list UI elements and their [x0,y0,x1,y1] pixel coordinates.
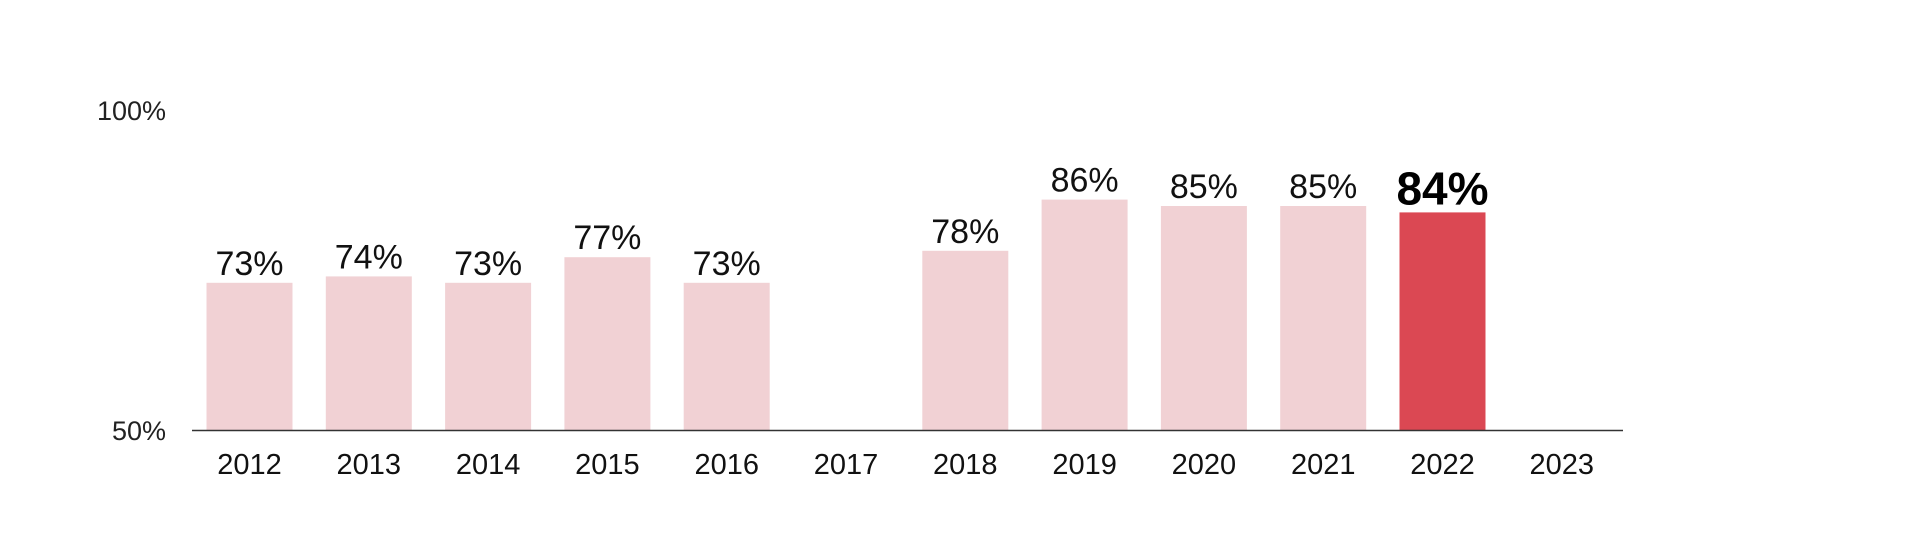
bar-2012 [206,282,293,430]
bar-2016 [683,282,770,430]
value-label-2015: 77% [573,219,641,257]
value-label-2014: 73% [454,245,522,283]
category-label-2016: 2016 [694,449,759,481]
value-label-2013: 74% [335,238,403,276]
value-label-2018: 78% [931,213,999,251]
category-label-2018: 2018 [933,449,998,481]
value-label-2012: 73% [215,245,283,283]
value-labels-group: 73% 74% 73% 77% 73% 78% 86% 85% 85% 84% [215,162,1488,283]
bar-2014 [445,282,532,430]
bar-2022 [1399,212,1486,430]
bars-group [206,199,1486,430]
y-tick-label: 50% [112,416,166,446]
bar-2021 [1280,206,1367,430]
category-label-2019: 2019 [1052,449,1117,481]
value-label-2016: 73% [693,245,761,283]
category-label-2017: 2017 [814,449,879,481]
category-labels-group: 2012 2013 2014 2015 2016 2017 2018 2019 2020 2021… [217,449,1594,481]
value-label-2020: 85% [1170,168,1238,206]
category-label-2023: 2023 [1530,449,1595,481]
value-label-2021: 85% [1289,168,1357,206]
bar-2020 [1160,206,1247,430]
category-label-2015: 2015 [575,449,640,481]
category-label-2020: 2020 [1172,449,1237,481]
bar-2013 [325,276,412,430]
category-label-2013: 2013 [337,449,402,481]
y-tick-label: 100% [97,96,166,126]
bar-2019 [1041,199,1128,430]
category-label-2021: 2021 [1291,449,1356,481]
category-label-2012: 2012 [217,449,282,481]
bar-2018 [922,250,1009,430]
category-label-2014: 2014 [456,449,521,481]
bar-2015 [564,257,651,430]
category-label-2022: 2022 [1410,449,1475,481]
value-label-2022: 84% [1396,162,1488,214]
y-axis-ticks: 50% 100% [97,96,166,446]
value-label-2019: 86% [1051,162,1119,200]
